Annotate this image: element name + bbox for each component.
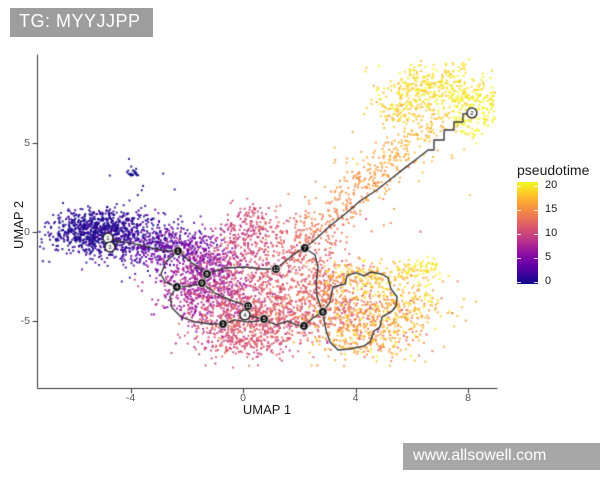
tag-label: TG: MYYJJPP xyxy=(10,8,153,37)
legend-colorbar xyxy=(517,182,538,284)
x-axis-title: UMAP 1 xyxy=(242,402,292,417)
watermark: www.allsowell.com xyxy=(403,443,600,470)
legend-title: pseudotime xyxy=(517,162,590,178)
y-axis-title: UMAP 2 xyxy=(11,200,26,249)
